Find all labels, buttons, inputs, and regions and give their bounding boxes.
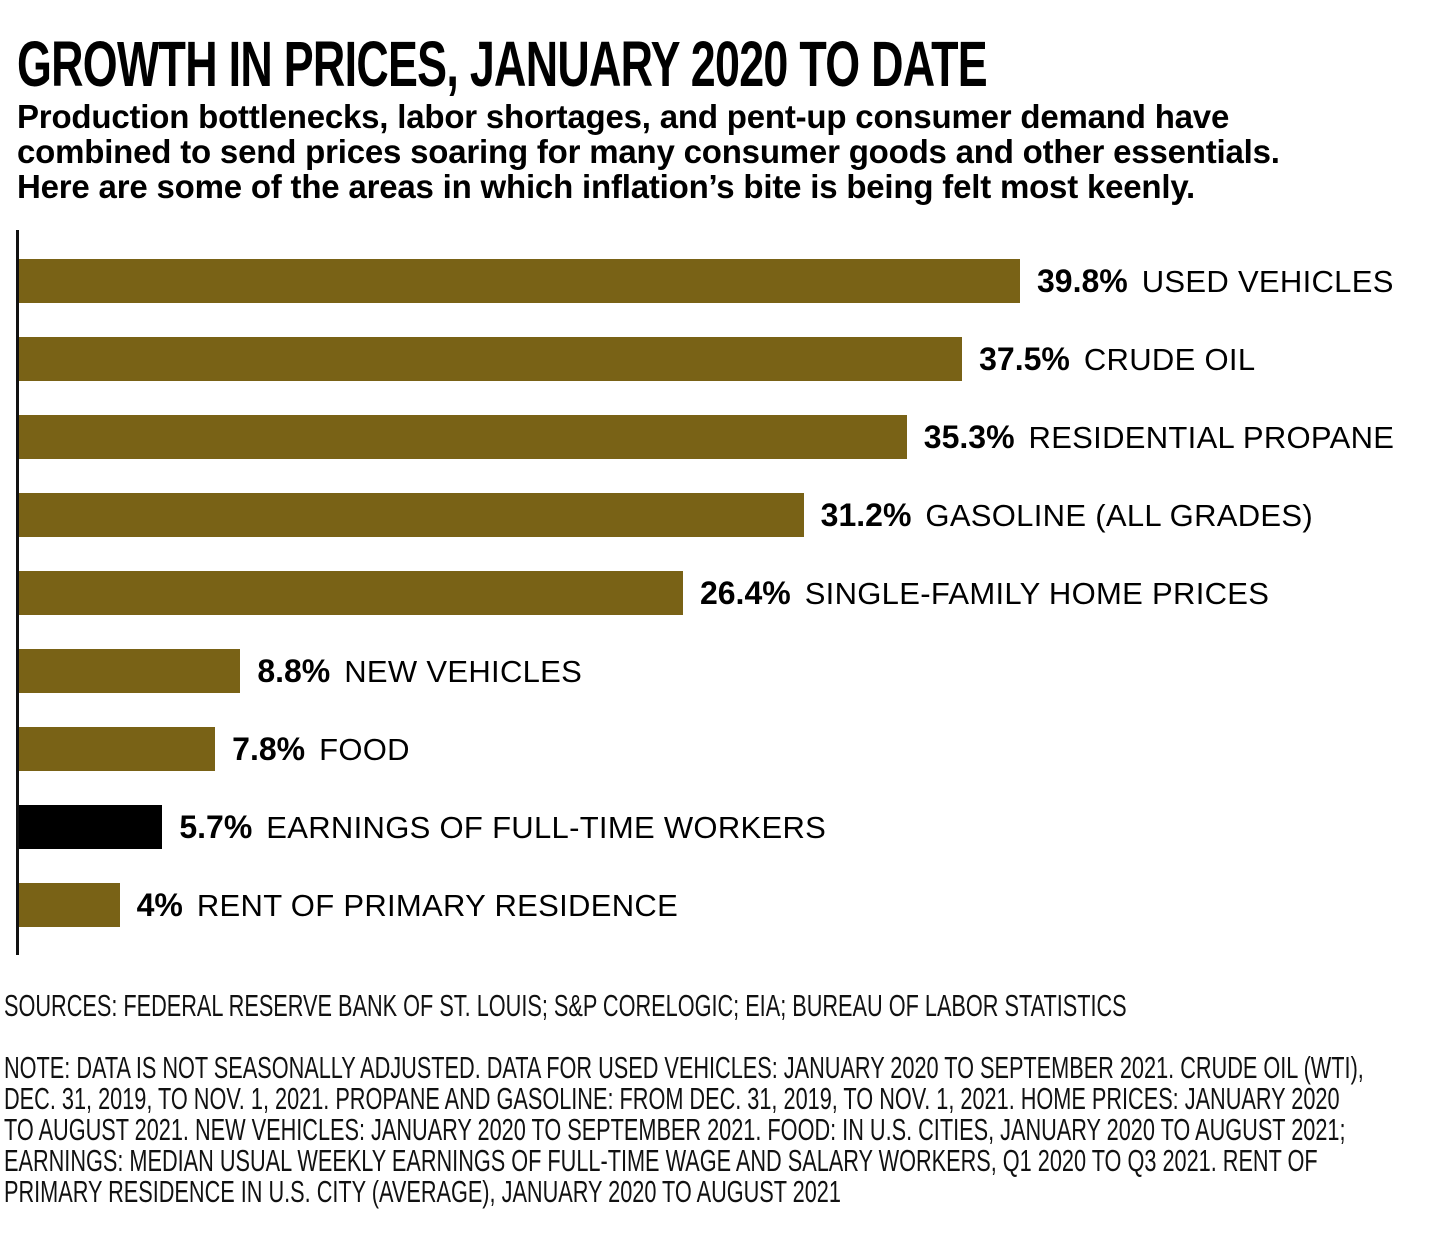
y-axis-line bbox=[16, 230, 19, 955]
bar bbox=[19, 571, 683, 615]
bar-label: 37.5% CRUDE OIL bbox=[979, 341, 1255, 378]
bar-category-label: GASOLINE (ALL GRADES) bbox=[925, 497, 1313, 533]
bar-category-label: RESIDENTIAL PROPANE bbox=[1028, 419, 1395, 455]
bar-row: 37.5% CRUDE OIL bbox=[19, 337, 1255, 381]
bar-label: 5.7% EARNINGS OF FULL-TIME WORKERS bbox=[179, 809, 826, 846]
bar-row: 39.8% USED VEHICLES bbox=[19, 259, 1393, 303]
bar bbox=[19, 493, 804, 537]
bar-value-label: 4% bbox=[136, 886, 183, 923]
bar-category-label: NEW VEHICLES bbox=[344, 653, 583, 689]
note-line: NOTE: DATA IS NOT SEASONALLY ADJUSTED. D… bbox=[4, 1050, 1364, 1085]
bar bbox=[19, 805, 163, 849]
bar-label: 35.3% RESIDENTIAL PROPANE bbox=[924, 419, 1394, 456]
bar-row: 7.8% FOOD bbox=[19, 727, 1025, 771]
bar-label: 39.8% USED VEHICLES bbox=[1037, 263, 1394, 300]
bar-label: 31.2% GASOLINE (ALL GRADES) bbox=[821, 497, 1313, 534]
bar bbox=[19, 649, 241, 693]
note-line: EARNINGS: MEDIAN USUAL WEEKLY EARNINGS O… bbox=[4, 1143, 1318, 1178]
chart-subtitle: Production bottlenecks, labor shortages,… bbox=[17, 99, 1280, 204]
bar bbox=[19, 883, 120, 927]
bar bbox=[19, 337, 963, 381]
bar-category-label: CRUDE OIL bbox=[1083, 341, 1256, 377]
bar-chart: 39.8% USED VEHICLES 37.5% CRUDE OIL 35.3… bbox=[16, 230, 1426, 956]
bar-value-label: 39.8% bbox=[1036, 262, 1128, 299]
bar-category-label: USED VEHICLES bbox=[1141, 263, 1394, 299]
subtitle-line: Production bottlenecks, labor shortages,… bbox=[17, 98, 1230, 135]
bar bbox=[19, 415, 907, 459]
bar bbox=[19, 727, 216, 771]
bar bbox=[19, 259, 1020, 303]
bar-category-label: SINGLE-FAMILY HOME PRICES bbox=[804, 575, 1270, 611]
bar-value-label: 35.3% bbox=[923, 418, 1015, 455]
bar-value-label: 5.7% bbox=[179, 808, 253, 845]
bar-row: 8.8% NEW VEHICLES bbox=[19, 649, 1025, 693]
bar-value-label: 7.8% bbox=[232, 730, 306, 767]
bar-label: 7.8% FOOD bbox=[232, 731, 410, 768]
sources-text: SOURCES: FEDERAL RESERVE BANK OF ST. LOU… bbox=[4, 990, 1440, 1021]
subtitle-line: Here are some of the areas in which infl… bbox=[17, 168, 1196, 205]
note-text: NOTE: DATA IS NOT SEASONALLY ADJUSTED. D… bbox=[4, 1052, 1440, 1207]
bar-label: 8.8% NEW VEHICLES bbox=[257, 653, 582, 690]
page-title: GROWTH IN PRICES, JANUARY 2020 TO DATE bbox=[17, 28, 988, 100]
sources-line: SOURCES: FEDERAL RESERVE BANK OF ST. LOU… bbox=[4, 988, 1127, 1023]
bar-label: 4% RENT OF PRIMARY RESIDENCE bbox=[137, 887, 678, 924]
bar-row: 35.3% RESIDENTIAL PROPANE bbox=[19, 415, 1394, 459]
note-line: DEC. 31, 2019, TO NOV. 1, 2021. PROPANE … bbox=[4, 1081, 1340, 1116]
bar-row: 4% RENT OF PRIMARY RESIDENCE bbox=[19, 883, 1025, 927]
note-line: PRIMARY RESIDENCE IN U.S. CITY (AVERAGE)… bbox=[4, 1174, 841, 1209]
bar-rows: 39.8% USED VEHICLES 37.5% CRUDE OIL 35.3… bbox=[19, 259, 1394, 961]
bar-row: 26.4% SINGLE-FAMILY HOME PRICES bbox=[19, 571, 1269, 615]
bar-category-label: FOOD bbox=[319, 731, 410, 767]
bar-value-label: 8.8% bbox=[257, 652, 331, 689]
bar-value-label: 26.4% bbox=[699, 574, 791, 611]
bar-label: 26.4% SINGLE-FAMILY HOME PRICES bbox=[700, 575, 1269, 612]
bar-value-label: 31.2% bbox=[820, 496, 912, 533]
subtitle-line: combined to send prices soaring for many… bbox=[17, 133, 1280, 170]
bar-value-label: 37.5% bbox=[979, 340, 1070, 377]
bar-row: 5.7% EARNINGS OF FULL-TIME WORKERS bbox=[19, 805, 1025, 849]
bar-category-label: RENT OF PRIMARY RESIDENCE bbox=[196, 887, 679, 923]
note-line: TO AUGUST 2021. NEW VEHICLES: JANUARY 20… bbox=[4, 1112, 1346, 1147]
bar-row: 31.2% GASOLINE (ALL GRADES) bbox=[19, 493, 1313, 537]
bar-category-label: EARNINGS OF FULL-TIME WORKERS bbox=[266, 809, 827, 845]
